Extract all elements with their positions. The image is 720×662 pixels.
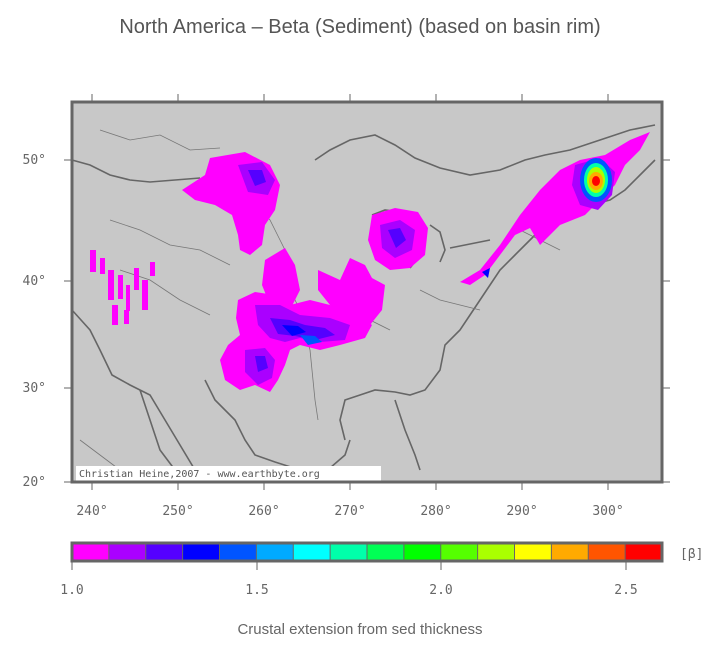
colorbar-segment [330,543,368,561]
colorbar-label: 1.5 [245,583,268,598]
colorbar-label: 1.0 [60,583,83,598]
lon-label: 300° [592,504,623,519]
map-title: North America – Beta (Sediment) (based o… [119,16,601,38]
lon-tick-marks [91,94,609,490]
colorbar-segment [72,543,110,561]
lon-label: 290° [506,504,537,519]
colorbar-segment [625,543,663,561]
colorbar-segment [367,543,405,561]
colorbar [72,543,663,561]
colorbar-segment [145,543,184,561]
colorbar-segment [514,543,552,561]
colorbar-segment [440,543,479,561]
colorbar-ticks [71,561,627,570]
colorbar-segment [219,543,257,561]
lat-label: 40° [23,274,46,289]
colorbar-segment [256,543,294,561]
colorbar-segment [108,543,147,561]
colorbar-segment [551,543,589,561]
colorbar-caption: Crustal extension from sed thickness [237,621,483,638]
colorbar-label: 2.5 [614,583,637,598]
lon-label: 260° [248,504,279,519]
map-frame [70,100,664,484]
lon-label: 280° [420,504,451,519]
colorbar-label: 2.0 [429,583,452,598]
lat-tick-labels: 20° 30° 40° 50° [23,153,46,490]
colorbar-segment [477,543,515,561]
lon-label: 250° [162,504,193,519]
beta-field [90,132,650,392]
colorbar-segment [403,543,442,561]
colorbar-frame [70,541,664,563]
lat-label: 50° [23,153,46,168]
lon-tick-labels: 240° 250° 260° 270° 280° 290° 300° [76,504,623,519]
colorbar-segment [182,543,220,561]
colorbar-unit: [β] [680,547,703,562]
colorbar-segment [293,543,331,561]
lat-label: 30° [23,381,46,396]
credit-text: Christian Heine,2007 - www.earthbyte.org [79,469,320,480]
lat-tick-marks [64,159,670,483]
lon-label: 270° [334,504,365,519]
lon-label: 240° [76,504,107,519]
colorbar-segment [588,543,626,561]
credit-box [76,466,381,481]
lat-label: 20° [23,475,46,490]
